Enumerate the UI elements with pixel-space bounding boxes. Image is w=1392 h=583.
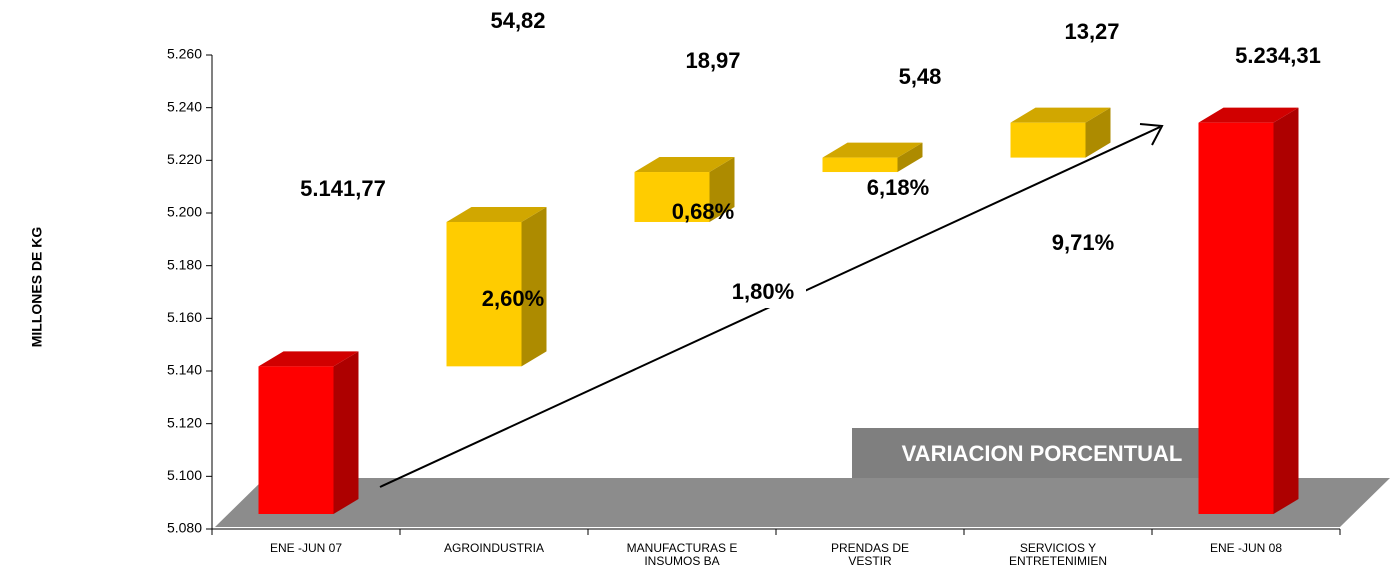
value-label: 13,27 (1064, 19, 1119, 44)
y-tick-label: 5.080 (167, 520, 202, 536)
x-tick-label: SERVICIOS Y ENTRETENIMIEN (1009, 541, 1107, 568)
annotation-box (852, 428, 1232, 478)
bar-top (1198, 107, 1299, 123)
bar-side (897, 142, 923, 173)
x-tick-label: PRENDAS DE VESTIR (831, 541, 909, 568)
variation-label: 6,18% (867, 175, 929, 200)
bar-side (1085, 107, 1111, 158)
variation-label: 0,68% (672, 199, 734, 224)
bar-side (521, 206, 547, 367)
x-tick-label-line: ENE -JUN 07 (270, 541, 342, 555)
y-tick-label: 5.140 (167, 362, 202, 378)
value-label: 18,97 (685, 48, 740, 73)
variation-label: 9,71% (1052, 230, 1114, 255)
y-axis-label: MILLONES DE KG (29, 227, 45, 348)
y-tick-label: 5.160 (167, 309, 202, 325)
x-tick-label: ENE -JUN 08 (1210, 541, 1282, 555)
x-tick-label-line: ENTRETENIMIEN (1009, 554, 1107, 568)
value-label: 5,48 (899, 64, 942, 89)
variation-bg (722, 278, 806, 308)
y-tick-label: 5.180 (167, 256, 202, 272)
bar-top (258, 351, 359, 367)
y-tick-label: 5.240 (167, 98, 202, 114)
annotation: VARIACION PORCENTUAL (902, 441, 1183, 466)
bar-side (1273, 107, 1299, 514)
bar-top (822, 142, 923, 158)
bar-top (1010, 107, 1111, 123)
x-tick-label: MANUFACTURAS E INSUMOS BA (627, 541, 738, 568)
bar (446, 206, 547, 367)
x-tick-label-line: AGROINDUSTRIA (444, 541, 544, 555)
value-label: 5.234,31 (1235, 43, 1321, 68)
x-tick-label-line: ENE -JUN 08 (1210, 541, 1282, 555)
y-tick-label: 5.220 (167, 151, 202, 167)
x-tick-label: ENE -JUN 07 (270, 541, 342, 555)
bar-front (634, 172, 710, 222)
y-tick-label: 5.260 (167, 46, 202, 62)
bar-front (1010, 122, 1086, 158)
bar-front (822, 157, 898, 173)
x-tick-label: AGROINDUSTRIA (444, 541, 544, 555)
bar-top (446, 206, 547, 222)
x-tick-label-line: SERVICIOS Y (1020, 541, 1096, 555)
x-tick-label-line: MANUFACTURAS E (627, 541, 738, 555)
variation-label: 2,60% (482, 286, 544, 311)
bar (822, 142, 923, 173)
value-label: 5.141,77 (300, 176, 386, 201)
bar-front (258, 366, 334, 514)
bar-front (1198, 122, 1274, 514)
bar-front (446, 221, 522, 367)
bar-top (634, 157, 735, 173)
x-tick-label-line: PRENDAS DE (831, 541, 909, 555)
y-tick-label: 5.100 (167, 467, 202, 483)
x-tick-label-line: INSUMOS BA (644, 554, 719, 568)
bar (634, 157, 735, 222)
bar-side (709, 157, 735, 222)
bar (258, 351, 359, 514)
y-tick-label: 5.200 (167, 204, 202, 220)
total-variation: 1,80% (732, 279, 794, 304)
bar-side (333, 351, 359, 514)
bar (1198, 107, 1299, 514)
bar (1010, 107, 1111, 158)
y-tick-label: 5.120 (167, 414, 202, 430)
x-tick-label-line: VESTIR (848, 554, 892, 568)
arrow-head (1139, 123, 1164, 146)
value-label: 54,82 (490, 8, 545, 33)
floor (215, 478, 1390, 527)
